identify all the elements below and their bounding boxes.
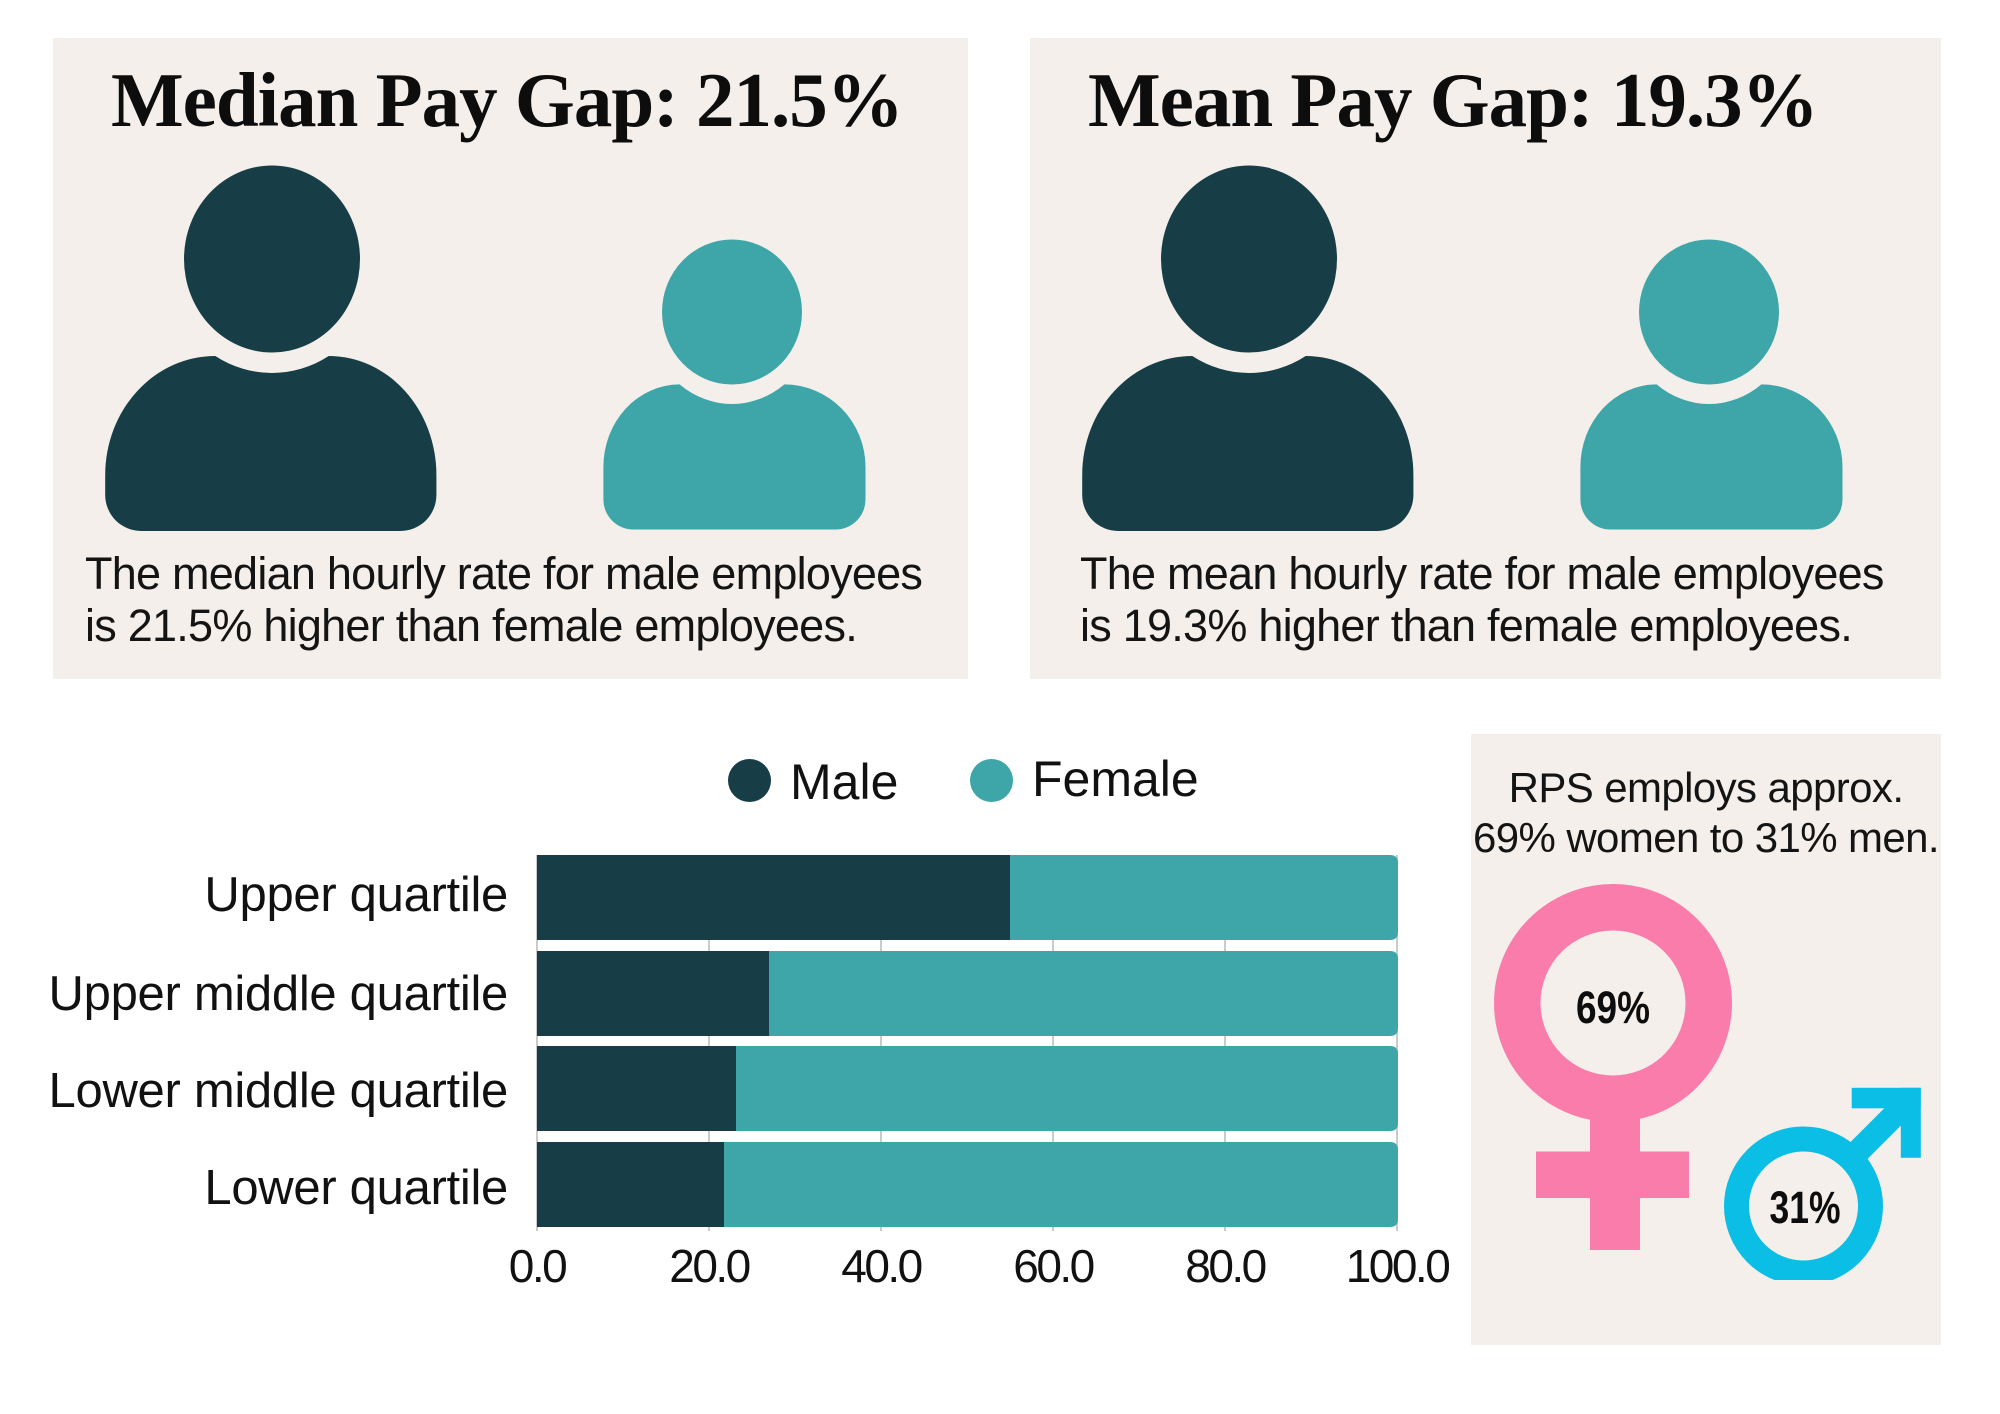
svg-text:31%: 31%	[1770, 1182, 1841, 1233]
svg-text:69%: 69%	[1576, 982, 1650, 1033]
